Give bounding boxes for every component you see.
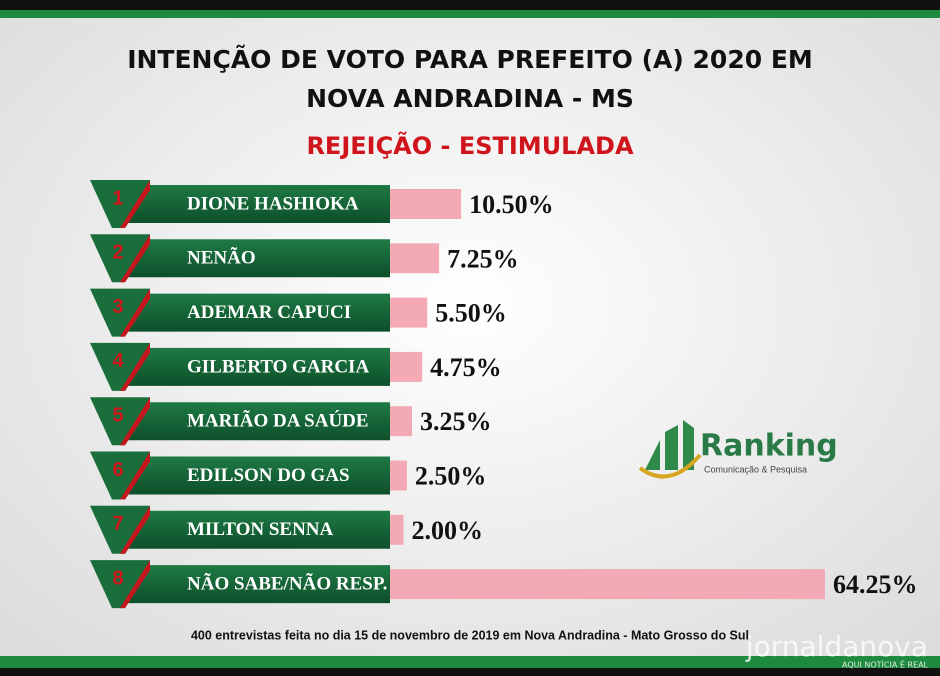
rank-chevron-edge [120, 342, 150, 391]
chart-title: INTENÇÃO DE VOTO PARA PREFEITO (A) 2020 … [127, 45, 813, 74]
category-label: MILTON SENNA [187, 519, 334, 540]
rank-label: 2 [112, 242, 123, 264]
rank-chevron [90, 451, 150, 500]
bar [390, 243, 440, 274]
value-label: 2.50% [415, 461, 487, 490]
name-banner [125, 402, 390, 441]
category-label: MARIÃO DA SAÚDE [187, 410, 369, 432]
logo-tagline: Comunicação & Pesquisa [704, 464, 807, 474]
footnote: 400 entrevistas feita no dia 15 de novem… [191, 628, 749, 642]
bar [390, 460, 407, 491]
value-label: 2.00% [412, 516, 484, 545]
category-label: NÃO SABE/NÃO RESP. [187, 572, 387, 594]
value-label: 3.25% [420, 407, 492, 436]
rank-label: 4 [112, 350, 124, 372]
rank-chevron-edge [120, 288, 150, 337]
watermark-tagline: AQUI NOTÍCIA É REAL [842, 659, 929, 670]
bottom-strip [0, 668, 940, 676]
rank-chevron [90, 397, 150, 446]
bar [390, 297, 428, 328]
logo-icon [645, 420, 694, 470]
category-label: EDILSON DO GAS [187, 465, 350, 486]
rank-chevron [90, 180, 150, 228]
logo-name: Ranking [700, 429, 838, 464]
rank-chevron [90, 505, 150, 554]
rank-label: 1 [112, 187, 123, 209]
logo-swoosh [638, 453, 702, 479]
rank-chevron-edge [120, 234, 150, 283]
category-label: DIONE HASHIOKA [187, 193, 359, 214]
category-label: GILBERTO GARCIA [187, 356, 369, 377]
rank-chevron [90, 342, 150, 391]
value-label: 7.25% [447, 244, 518, 273]
rank-label: 5 [112, 404, 123, 426]
rank-label: 3 [112, 296, 123, 318]
bar [390, 406, 413, 437]
rank-chevron-edge [120, 397, 150, 446]
category-label: NENÃO [187, 247, 256, 269]
rank-chevron-edge [120, 505, 150, 554]
value-label: 10.50% [469, 190, 553, 219]
value-label: 4.75% [430, 353, 502, 382]
top-strip [0, 0, 940, 10]
top-band [0, 10, 940, 18]
chart-subtitle: REJEIÇÃO - ESTIMULADA [306, 131, 634, 160]
rank-chevron [90, 560, 150, 609]
name-banner [125, 456, 390, 495]
name-banner [125, 347, 390, 386]
bar [390, 351, 423, 382]
name-banner [125, 239, 390, 278]
value-label: 5.50% [435, 299, 507, 328]
chart-title-line2: NOVA ANDRADINA - MS [306, 84, 634, 113]
rank-chevron-edge [120, 180, 150, 228]
bar [390, 189, 462, 219]
name-banner [125, 565, 390, 604]
name-banner [125, 510, 390, 549]
rank-label: 6 [112, 459, 123, 481]
rank-chevron [90, 288, 150, 337]
rank-label: 7 [112, 513, 123, 535]
rank-label: 8 [112, 567, 123, 589]
watermark: jornaldanova [745, 630, 928, 663]
bottom-band [0, 656, 940, 668]
bar [390, 514, 404, 545]
name-banner [125, 293, 390, 332]
bar [390, 569, 825, 600]
logo: Ranking Comunicação & Pesquisa [638, 420, 838, 479]
rank-chevron-edge [120, 560, 150, 609]
rank-chevron-edge [120, 451, 150, 500]
name-banner [125, 185, 390, 223]
value-label: 64.25% [833, 570, 918, 599]
rank-chevron [90, 234, 150, 283]
category-label: ADEMAR CAPUCI [187, 302, 351, 323]
